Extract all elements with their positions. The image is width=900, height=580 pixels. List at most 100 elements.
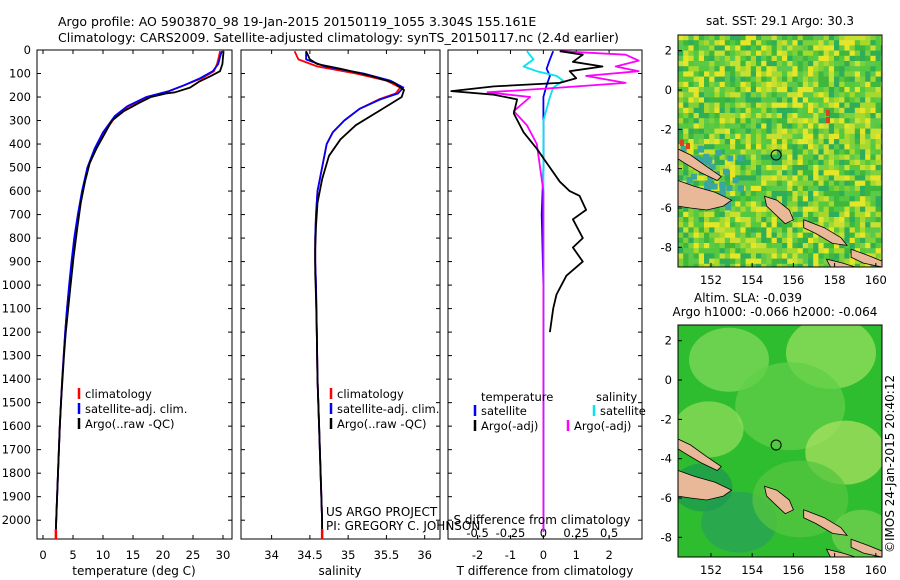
sst-cell bbox=[880, 123, 882, 129]
sst-cell bbox=[699, 157, 705, 163]
sst-cell bbox=[849, 185, 856, 192]
sst-cell bbox=[849, 107, 856, 114]
sst-cell bbox=[740, 113, 746, 119]
s-tick-label: -0.25 bbox=[496, 526, 526, 540]
sst-cell bbox=[719, 248, 726, 254]
sst-cell bbox=[688, 97, 694, 103]
sst-cell bbox=[834, 139, 840, 145]
sst-cell bbox=[745, 107, 752, 114]
sst-cell bbox=[839, 133, 845, 140]
sst-cell bbox=[678, 222, 684, 228]
sst-cell bbox=[844, 107, 850, 114]
sst-cell bbox=[808, 211, 814, 218]
sst-cell bbox=[771, 159, 778, 166]
sst-cell bbox=[865, 217, 871, 223]
sst-cell bbox=[854, 128, 861, 135]
y-tick-label: 100 bbox=[9, 67, 31, 81]
sst-cell bbox=[808, 107, 814, 114]
sst-cell bbox=[865, 243, 871, 249]
sst-cell bbox=[776, 97, 783, 103]
sst-cell bbox=[797, 222, 804, 228]
sst-cell bbox=[704, 175, 710, 181]
sst-cell bbox=[776, 118, 783, 124]
map-frame bbox=[677, 34, 883, 268]
sst-cell bbox=[839, 243, 845, 249]
sst-cell bbox=[844, 211, 850, 218]
sst-cell bbox=[808, 40, 814, 46]
tdiff-xlabel: T difference from climatology bbox=[456, 564, 634, 578]
sst-cell bbox=[844, 237, 850, 244]
map-x-tick-label: 152 bbox=[700, 273, 722, 287]
sst-cell bbox=[694, 155, 701, 162]
sst-cell bbox=[849, 154, 856, 161]
sst-cell bbox=[719, 186, 726, 193]
sst-cell bbox=[828, 50, 835, 57]
sst-cell bbox=[870, 232, 876, 239]
y-tick-label: 400 bbox=[9, 137, 31, 151]
sst-cell bbox=[787, 81, 793, 88]
sst-cell bbox=[693, 118, 700, 124]
sst-cell bbox=[854, 180, 861, 187]
sst-cell bbox=[771, 45, 778, 51]
sst-cell bbox=[792, 201, 798, 207]
sst-cell bbox=[756, 66, 762, 72]
sst-cell bbox=[854, 118, 861, 124]
sst-cell bbox=[844, 154, 850, 161]
sst-cell bbox=[823, 258, 830, 265]
sst-cell bbox=[834, 92, 840, 98]
sst-cell bbox=[782, 180, 788, 187]
sst-cell bbox=[693, 71, 700, 77]
sst-cell bbox=[828, 81, 835, 88]
sst-cell bbox=[865, 87, 871, 93]
sst-cell bbox=[735, 253, 741, 259]
sst-cell bbox=[818, 45, 824, 51]
sst-cell bbox=[849, 50, 856, 57]
sst-cell bbox=[844, 45, 850, 51]
sst-cell bbox=[808, 253, 814, 259]
sst-cell bbox=[844, 139, 850, 145]
sst-cell bbox=[823, 102, 830, 109]
sst-cell bbox=[730, 159, 736, 166]
sst-cell bbox=[704, 128, 710, 135]
sst-cell bbox=[745, 185, 752, 192]
sst-cell bbox=[698, 258, 705, 265]
sst-cell bbox=[854, 243, 861, 249]
sst-cell bbox=[782, 107, 788, 114]
sst-cell bbox=[860, 237, 866, 244]
sst-cell bbox=[865, 248, 871, 254]
sst-cell bbox=[865, 139, 871, 145]
sst-cell bbox=[834, 149, 840, 155]
sst-cell bbox=[745, 133, 752, 140]
sst-cell bbox=[771, 81, 778, 88]
sst-cell bbox=[678, 128, 684, 135]
sst-cell bbox=[756, 97, 762, 103]
sst-cell bbox=[818, 253, 824, 259]
sst-cell bbox=[797, 92, 804, 98]
sst-cell bbox=[745, 237, 752, 244]
sst-cell bbox=[808, 175, 814, 181]
sst-cell bbox=[875, 144, 882, 150]
x-tick-label: 34.5 bbox=[297, 548, 323, 562]
sst-cell bbox=[839, 66, 845, 72]
sst-cell bbox=[818, 170, 824, 176]
sst-cell bbox=[823, 50, 830, 57]
sst-cell bbox=[854, 196, 861, 202]
sst-cell bbox=[709, 227, 715, 233]
sst-cell bbox=[740, 123, 746, 129]
sst-cell bbox=[730, 248, 736, 254]
sst-cell bbox=[870, 123, 876, 129]
sst-cell bbox=[756, 180, 762, 187]
sst-cell bbox=[745, 248, 752, 254]
sst-cell bbox=[787, 196, 793, 202]
map-y-tick-label: 0 bbox=[665, 83, 672, 97]
sst-cell bbox=[813, 118, 819, 124]
sst-cell bbox=[730, 243, 736, 249]
sst-cell bbox=[709, 55, 715, 62]
sst-cell bbox=[761, 243, 767, 249]
sst-cell bbox=[787, 107, 793, 114]
y-tick-label: 1000 bbox=[2, 278, 31, 292]
sst-cell bbox=[704, 50, 710, 57]
sst-cell bbox=[750, 227, 757, 233]
sst-cell bbox=[719, 263, 726, 267]
